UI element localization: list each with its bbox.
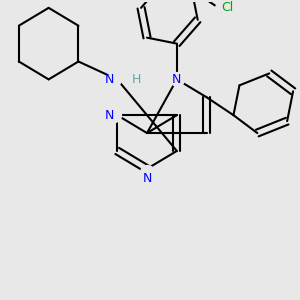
Text: N: N: [105, 109, 114, 122]
Text: N: N: [142, 172, 152, 185]
Text: Cl: Cl: [221, 1, 234, 14]
Text: N: N: [105, 73, 114, 86]
Text: N: N: [172, 73, 182, 86]
Text: H: H: [132, 73, 142, 86]
